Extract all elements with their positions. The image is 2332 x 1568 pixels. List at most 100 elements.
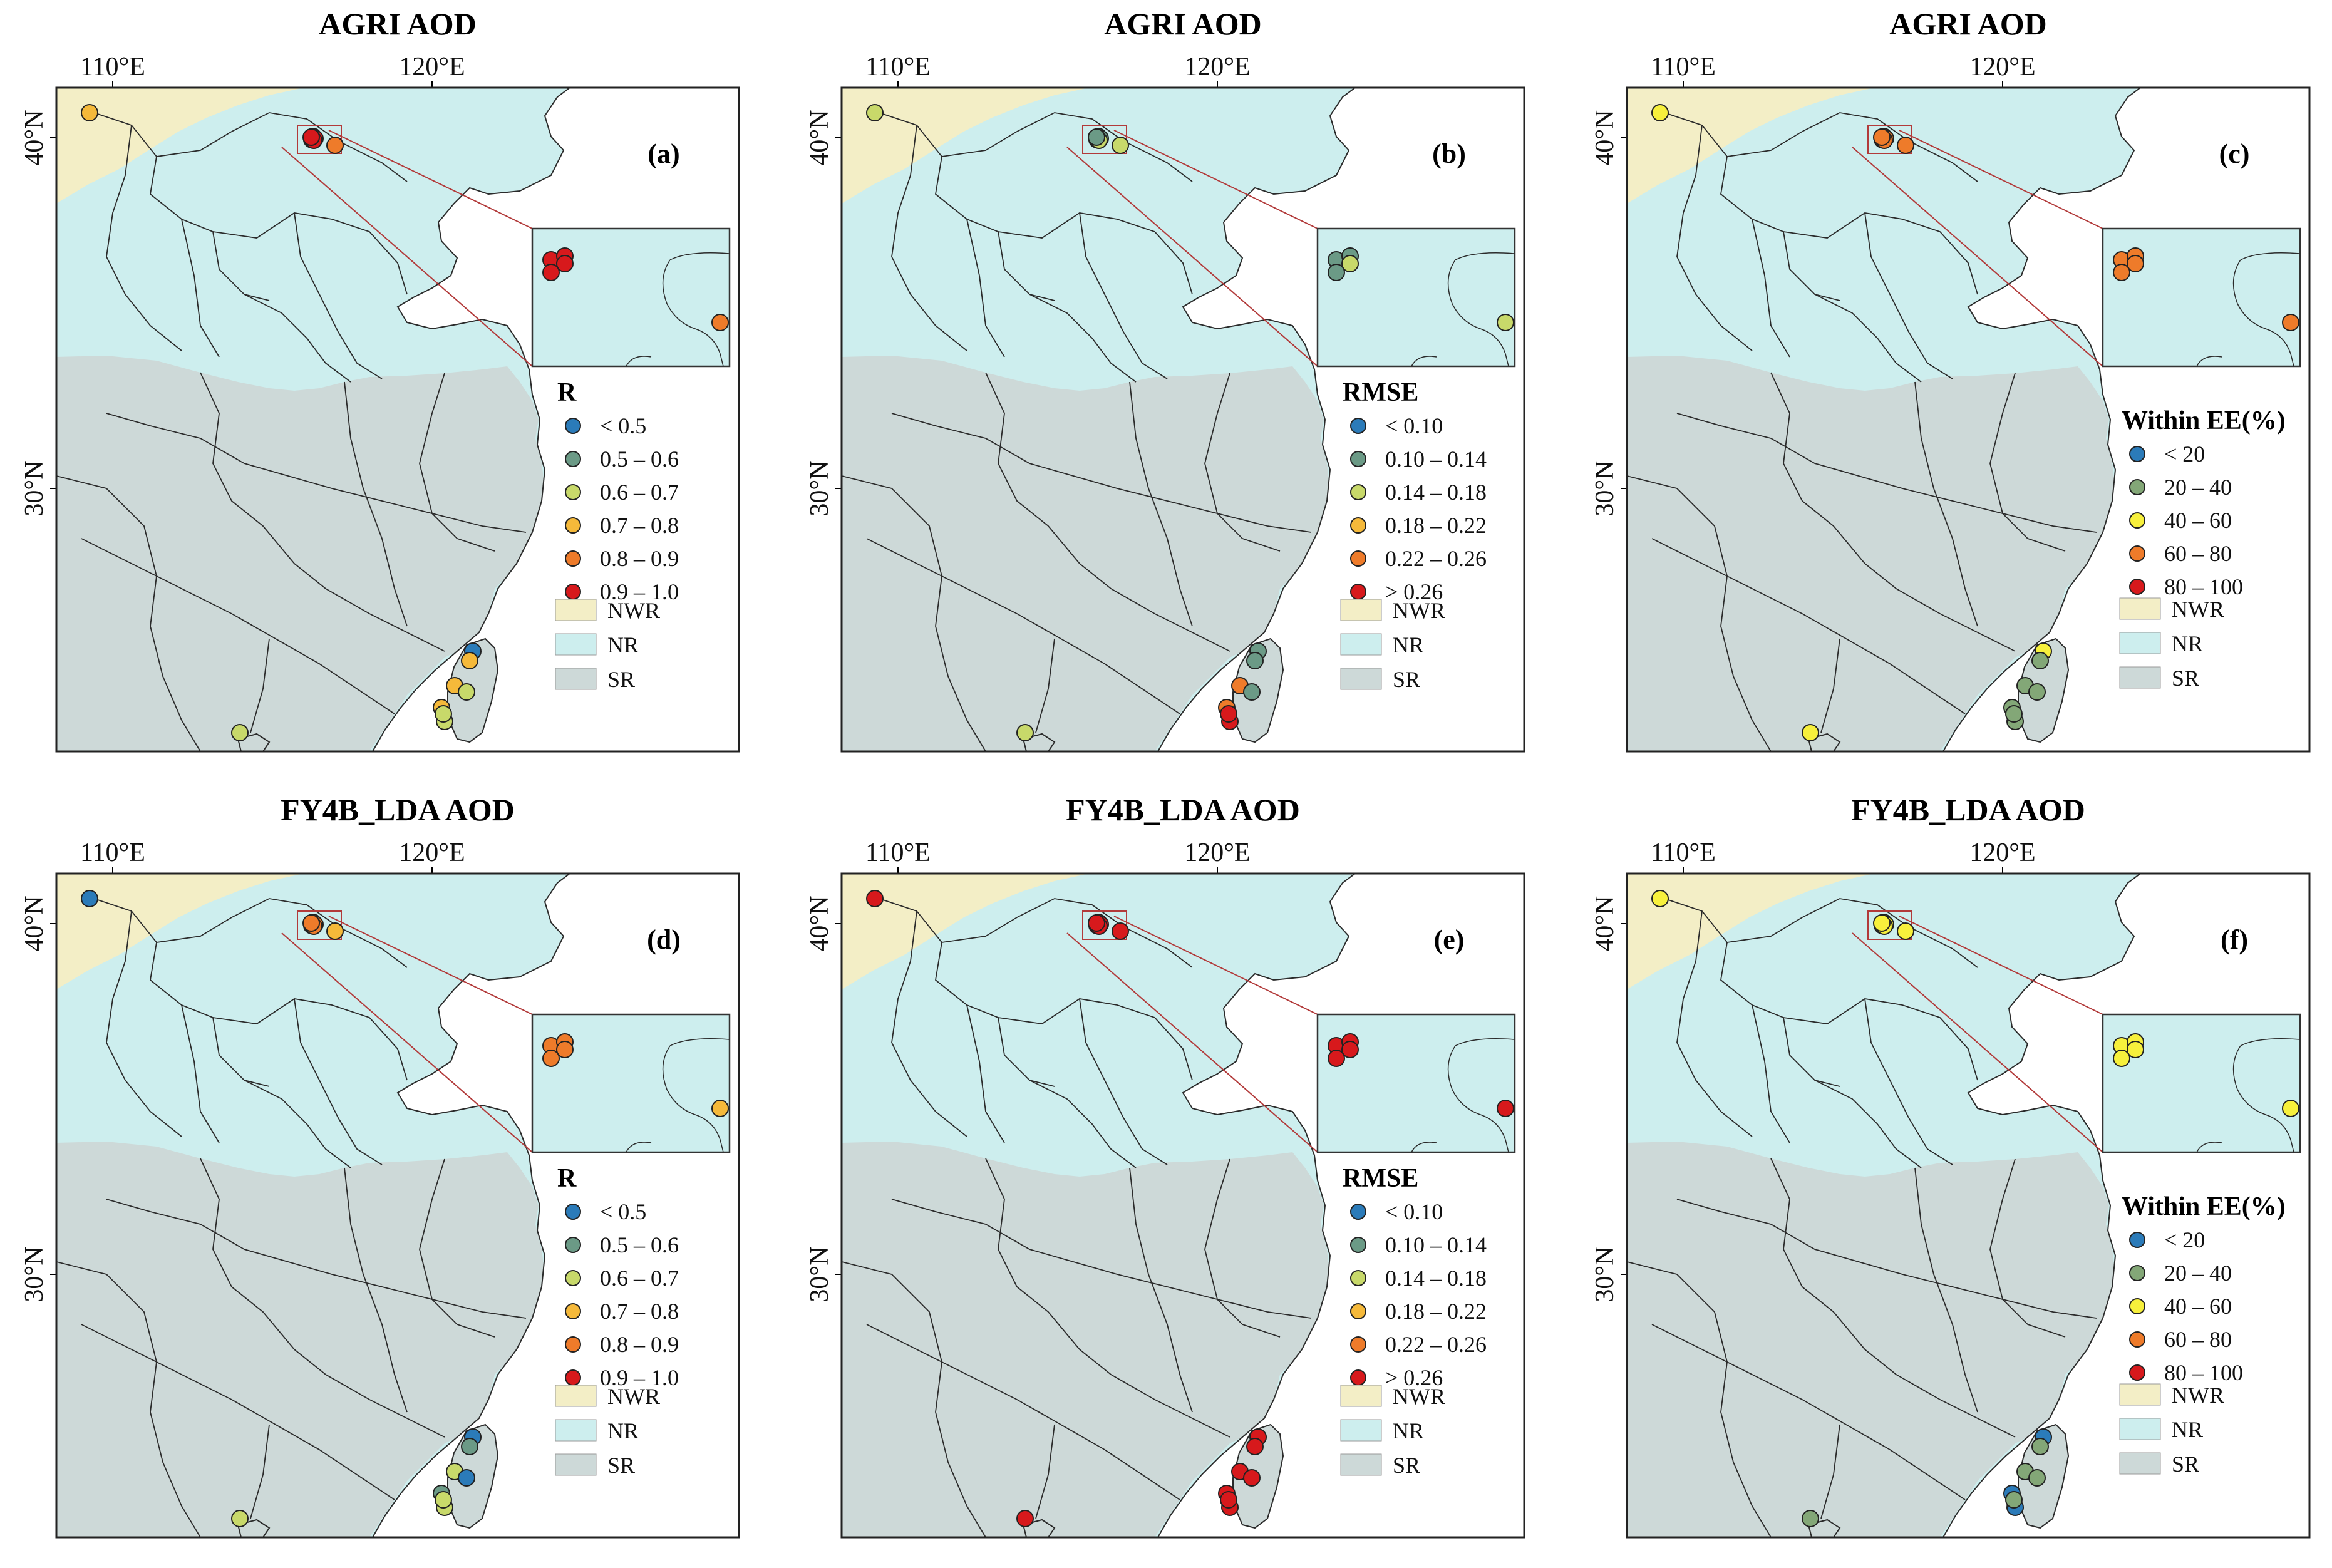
- lat-tick-label: 40°N: [1591, 110, 1619, 165]
- inset-map: [531, 1013, 731, 1153]
- region-sr: [842, 356, 1330, 751]
- panel-f: FY4B_LDA AOD 110°E 120°E 40°N 30°N Within EE(…: [1591, 792, 2311, 1539]
- legend-item-label: 0.14 – 0.18: [1385, 1266, 1487, 1291]
- province-boundary: [891, 910, 967, 1137]
- legend-region-swatch: [555, 1453, 597, 1476]
- site-marker: [302, 914, 320, 932]
- inset-connector: [1852, 932, 2103, 1153]
- inset-connector: [328, 130, 533, 229]
- inset-boundary: [2232, 259, 2294, 367]
- lon-tick-label: 110°E: [865, 838, 931, 867]
- site-marker: [1873, 914, 1891, 932]
- lon-tick-label: 120°E: [1184, 838, 1250, 867]
- legend-item-label: 0.9 – 1.0: [600, 579, 679, 604]
- legend-swatch: [565, 1303, 581, 1319]
- map-area: RMSE < 0.10 0.10 – 0.14 0.14 – 0.18 0.18 – 0…: [842, 88, 1524, 751]
- province-boundary: [1820, 1424, 1840, 1519]
- panel-title: AGRI AOD: [1889, 6, 2046, 41]
- province-boundary: [1204, 1158, 1281, 1338]
- inset-boundary: [2232, 1045, 2294, 1153]
- province-boundary: [81, 538, 395, 714]
- province-boundary: [1651, 1324, 1966, 1500]
- legend-item-label: > 0.26: [1385, 579, 1443, 604]
- inset-site-marker: [1497, 314, 1514, 331]
- province-boundary: [1783, 998, 1978, 1081]
- lon-tick-label: 120°E: [1969, 838, 2035, 867]
- province-boundary: [212, 998, 408, 1081]
- lon-tick-label: 110°E: [1651, 838, 1716, 867]
- lon-tick-label: 120°E: [1969, 53, 2035, 81]
- inset-map: [2102, 227, 2301, 368]
- site-marker: [2028, 1469, 2046, 1487]
- legend-region-swatch: [2119, 632, 2161, 654]
- legend-item-label: < 0.5: [600, 413, 646, 438]
- panel-d: FY4B_LDA AOD 110°E 120°E 40°N 30°N R < 0.5 0.5 …: [20, 792, 740, 1539]
- site-marker: [1112, 922, 1129, 940]
- inset-connector: [328, 916, 533, 1015]
- inset-boundary: [669, 1038, 730, 1046]
- site-marker: [231, 724, 249, 741]
- region-sr: [1627, 1142, 2115, 1537]
- province-boundary: [1035, 1424, 1055, 1519]
- site-marker: [326, 922, 344, 940]
- site-marker: [1243, 1469, 1261, 1487]
- inset-site-marker: [542, 264, 560, 281]
- site-marker: [1088, 914, 1105, 932]
- inset-map: [1316, 227, 1516, 368]
- panel-title: FY4B_LDA AOD: [1066, 792, 1300, 827]
- map-frame: [55, 872, 740, 1539]
- inset-connector: [1899, 130, 2103, 229]
- legend-swatch: [2129, 1364, 2145, 1381]
- province-boundary: [1914, 1167, 1978, 1413]
- province-boundary: [1627, 475, 1772, 751]
- province-boundary: [866, 538, 1180, 714]
- lon-tick-label: 120°E: [399, 53, 465, 81]
- site-marker: [2005, 705, 2023, 723]
- panel-a: AGRI AOD 110°E 120°E 40°N 30°N R < 0.5 0.5 – 0.…: [20, 6, 740, 753]
- inset-site-marker: [2113, 1050, 2130, 1067]
- lon-tick-label: 120°E: [1184, 53, 1250, 81]
- legend-swatch: [2129, 545, 2145, 562]
- panel-label: (a): [647, 138, 679, 169]
- province-boundary: [1204, 373, 1281, 552]
- legend-region-swatch: [1340, 1419, 1382, 1442]
- legend-region-swatch: [1340, 599, 1382, 621]
- province-boundary: [106, 125, 182, 351]
- legend: RMSE < 0.10 0.10 – 0.14 0.14 – 0.18 0.18 – 0…: [1340, 1164, 1487, 1478]
- inset-boundary: [1411, 356, 1437, 367]
- inset-connector: [1113, 916, 1318, 1015]
- legend-swatch: [565, 1204, 581, 1220]
- province-boundary: [181, 219, 220, 358]
- map-frame: [1626, 86, 2311, 753]
- province-boundary: [1864, 998, 1953, 1165]
- province-boundary: [1035, 638, 1055, 733]
- map-frame: [840, 872, 1525, 1539]
- inset-connector: [281, 147, 533, 367]
- panel-label: (f): [2221, 924, 2248, 955]
- province-boundary: [1676, 910, 1753, 1137]
- legend-region-swatch: [2119, 1383, 2161, 1406]
- province-boundary: [200, 1158, 445, 1438]
- province-boundary: [56, 475, 201, 751]
- legend-item-label: 40 – 60: [2164, 508, 2232, 533]
- province-boundary: [1752, 219, 1790, 358]
- province-boundary: [1079, 212, 1168, 379]
- inset-site-marker: [556, 1041, 574, 1058]
- legend-region-label: SR: [2172, 1452, 2199, 1477]
- province-boundary: [842, 1261, 986, 1537]
- legend-item-label: 0.18 – 0.22: [1385, 1299, 1487, 1324]
- province-boundary: [1989, 1158, 2066, 1338]
- inset-connector: [1066, 147, 1318, 367]
- legend: Within EE(%) < 20 20 – 40 40 – 60 60 – 80 80 …: [2119, 406, 2286, 691]
- legend-title: RMSE: [1343, 1164, 1418, 1193]
- inset-boundary: [1455, 252, 1515, 260]
- province-boundary: [419, 1158, 495, 1338]
- legend-region-swatch: [1340, 1385, 1382, 1407]
- province-boundary: [1864, 212, 1953, 379]
- legend-region-label: NR: [2172, 1417, 2203, 1442]
- province-boundary: [156, 112, 408, 182]
- legend-item-label: 20 – 40: [2164, 1261, 2232, 1286]
- legend-region-label: SR: [2172, 666, 2199, 691]
- inset-site-marker: [2127, 1041, 2144, 1058]
- legend-title: R: [557, 378, 577, 407]
